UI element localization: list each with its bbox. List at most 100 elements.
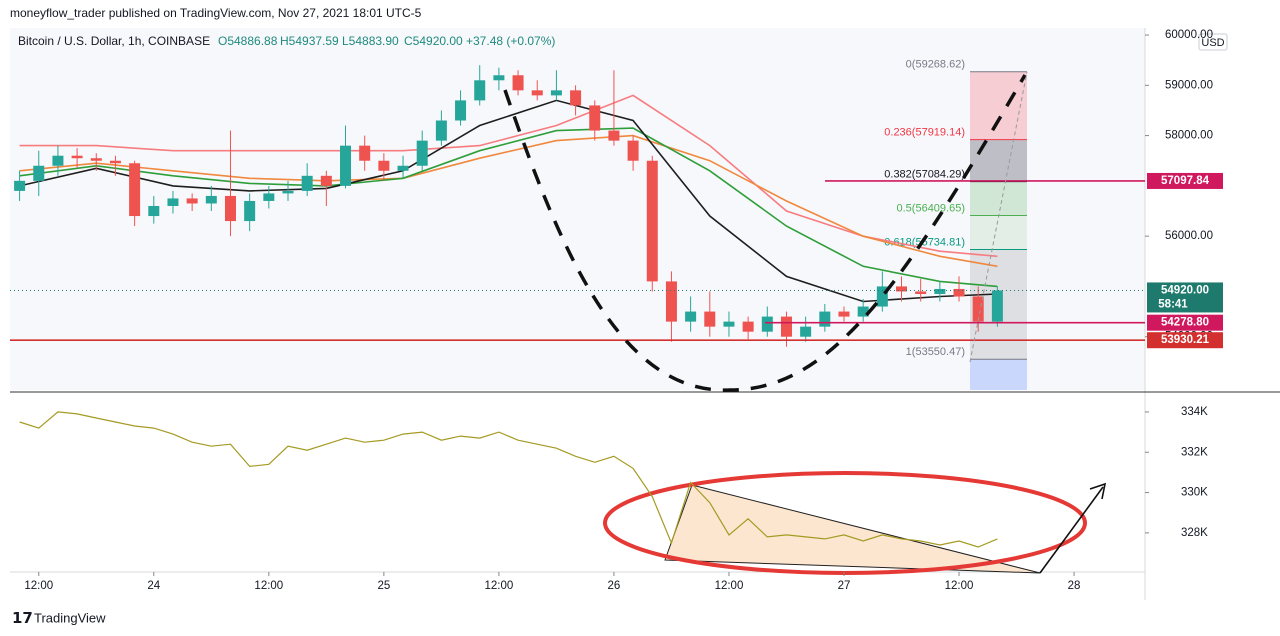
candle-body: [416, 140, 428, 166]
candle-body: [282, 190, 294, 194]
candle-body: [455, 100, 467, 121]
x-tick-label: 27: [838, 580, 851, 592]
ellipse: [603, 471, 1087, 575]
candle-body: [359, 145, 371, 161]
candle-body: [167, 198, 179, 206]
y-tick-label: 56000.00: [1165, 230, 1213, 242]
fib-band: [970, 139, 1027, 182]
candle-body: [991, 290, 1003, 322]
y-tick-label: 59000.00: [1165, 79, 1213, 91]
price-tag: [1147, 332, 1223, 349]
brand: TradingView: [34, 610, 106, 625]
candle-body: [205, 195, 217, 204]
arrow: [1039, 486, 1104, 574]
x-tick-label: 12:00: [945, 580, 974, 592]
low: L54883.90: [342, 34, 399, 48]
fib-label: 1(53550.47): [906, 346, 965, 358]
price-tag: [1147, 172, 1223, 189]
candle-body: [723, 321, 735, 327]
price-tag-label: 53930.21: [1161, 334, 1210, 346]
y2-tick-label: 330K: [1181, 487, 1208, 499]
fib-band: [970, 215, 1027, 250]
ma-line: [19, 127, 998, 288]
candle-body: [301, 175, 313, 191]
logo: 𝟭𝟳: [12, 610, 33, 627]
countdown: 58:41: [1158, 298, 1188, 310]
candle-body: [474, 80, 486, 101]
fib-label: 0.618(55734.81): [884, 236, 965, 248]
currency-badge[interactable]: [1198, 33, 1228, 51]
y2-tick-label: 332K: [1181, 446, 1208, 458]
candle-body: [685, 311, 697, 322]
candle-body: [665, 281, 677, 322]
candle-body: [90, 158, 102, 161]
y2-tick-label: 328K: [1181, 527, 1208, 539]
drawings: [603, 471, 1107, 575]
candle-body: [512, 75, 524, 91]
price-pane: [10, 28, 1145, 390]
fib-label: 0.236(57919.14): [884, 127, 965, 139]
candle-body: [186, 198, 198, 204]
candle-body: [109, 160, 121, 164]
y2-tick-label: 334K: [1181, 406, 1208, 418]
triangle: [664, 484, 1041, 574]
candle-body: [148, 205, 160, 217]
candle-body: [742, 321, 754, 332]
candle-body: [244, 200, 256, 222]
ma-line: [19, 134, 998, 268]
candle-body: [972, 296, 984, 322]
ma-line: [19, 99, 998, 303]
candle-body: [953, 288, 965, 297]
x-tick-label: 24: [147, 580, 160, 592]
ma-line: [19, 94, 998, 258]
published: moneyflow_trader published on TradingVie…: [10, 6, 422, 20]
candle-body: [263, 193, 275, 201]
candle-body: [876, 286, 888, 307]
candle-body: [589, 105, 601, 131]
x-tick-label: 12:00: [715, 580, 744, 592]
candle-body: [934, 288, 946, 294]
candle-body: [435, 120, 447, 141]
candle-body: [608, 130, 620, 141]
candle-body: [71, 155, 83, 159]
candle-body: [550, 90, 562, 96]
fib-band: [970, 181, 1027, 216]
fib-band: [970, 359, 1027, 390]
candle-body: [14, 180, 26, 191]
y-tick-label: 60000.00: [1165, 29, 1213, 41]
candle-body: [129, 163, 141, 217]
change: +37.48 (+0.07%): [466, 34, 555, 48]
price-tag-label: 57097.84: [1161, 175, 1210, 187]
candle-body: [819, 311, 831, 327]
cup-curve: [503, 74, 1027, 392]
last-price-label: 54920.00: [1161, 284, 1209, 296]
x-tick-label: 12:00: [24, 580, 53, 592]
candle-body: [397, 165, 409, 171]
fib-label: 0(59268.62): [906, 59, 965, 71]
y-tick-label: 58000.00: [1165, 130, 1213, 142]
candle-body: [340, 145, 352, 186]
price-tag: [1147, 314, 1223, 331]
candle-body: [531, 90, 543, 96]
x-tick-label: 25: [377, 580, 390, 592]
arrow-head: [1089, 482, 1107, 500]
high: H54937.59: [280, 34, 339, 48]
candle-body: [800, 326, 812, 337]
x-tick-label: 12:00: [485, 580, 514, 592]
candle-body: [320, 175, 332, 186]
fib-label: 0.382(57084.29): [884, 169, 965, 181]
candle-body: [493, 75, 505, 81]
last-price-tag: [1147, 282, 1223, 313]
x-tick-label: 26: [608, 580, 621, 592]
x-tick-label: 28: [1068, 580, 1081, 592]
candle-body: [896, 286, 908, 292]
candle-body: [780, 316, 792, 337]
candle-body: [33, 165, 45, 181]
candle-body: [646, 160, 658, 282]
candle-body: [52, 155, 64, 166]
x-tick-label: 12:00: [254, 580, 283, 592]
currency[interactable]: USD: [1201, 37, 1224, 49]
candle-body: [761, 316, 773, 332]
symbol: Bitcoin / U.S. Dollar, 1h, COINBASE: [18, 34, 210, 48]
